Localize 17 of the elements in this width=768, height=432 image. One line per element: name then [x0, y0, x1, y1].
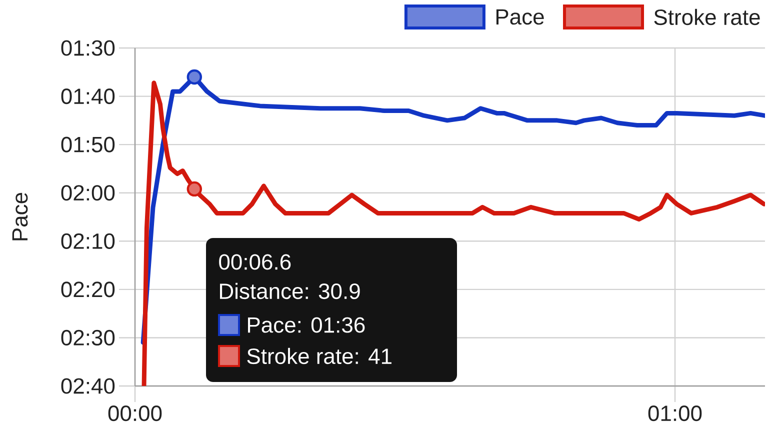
y-axis-title: Pace: [12, 192, 28, 240]
y-tick-label: 01:40: [61, 88, 115, 104]
y-tick-label: 01:30: [61, 40, 115, 56]
legend-label: Stroke rate: [654, 8, 760, 26]
annotation: 00:06.6: [219, 254, 291, 270]
annotation: Distance: 30.9: [220, 282, 360, 300]
legend-label: Pace: [496, 9, 544, 25]
y-tick-label: 02:40: [61, 378, 115, 394]
x-tick-label: 00:00: [108, 406, 162, 422]
annotation: Pace: 01:36: [248, 317, 365, 333]
y-tick-label: 01:50: [61, 136, 115, 152]
x-tick-label: 01:00: [648, 406, 702, 422]
y-tick-label: 02:20: [61, 282, 115, 298]
y-tick-label: 02:00: [61, 185, 115, 201]
y-tick-label: 02:10: [61, 233, 115, 249]
annotation: Stroke rate: 41: [247, 348, 392, 364]
y-tick-label: 02:30: [61, 330, 115, 346]
